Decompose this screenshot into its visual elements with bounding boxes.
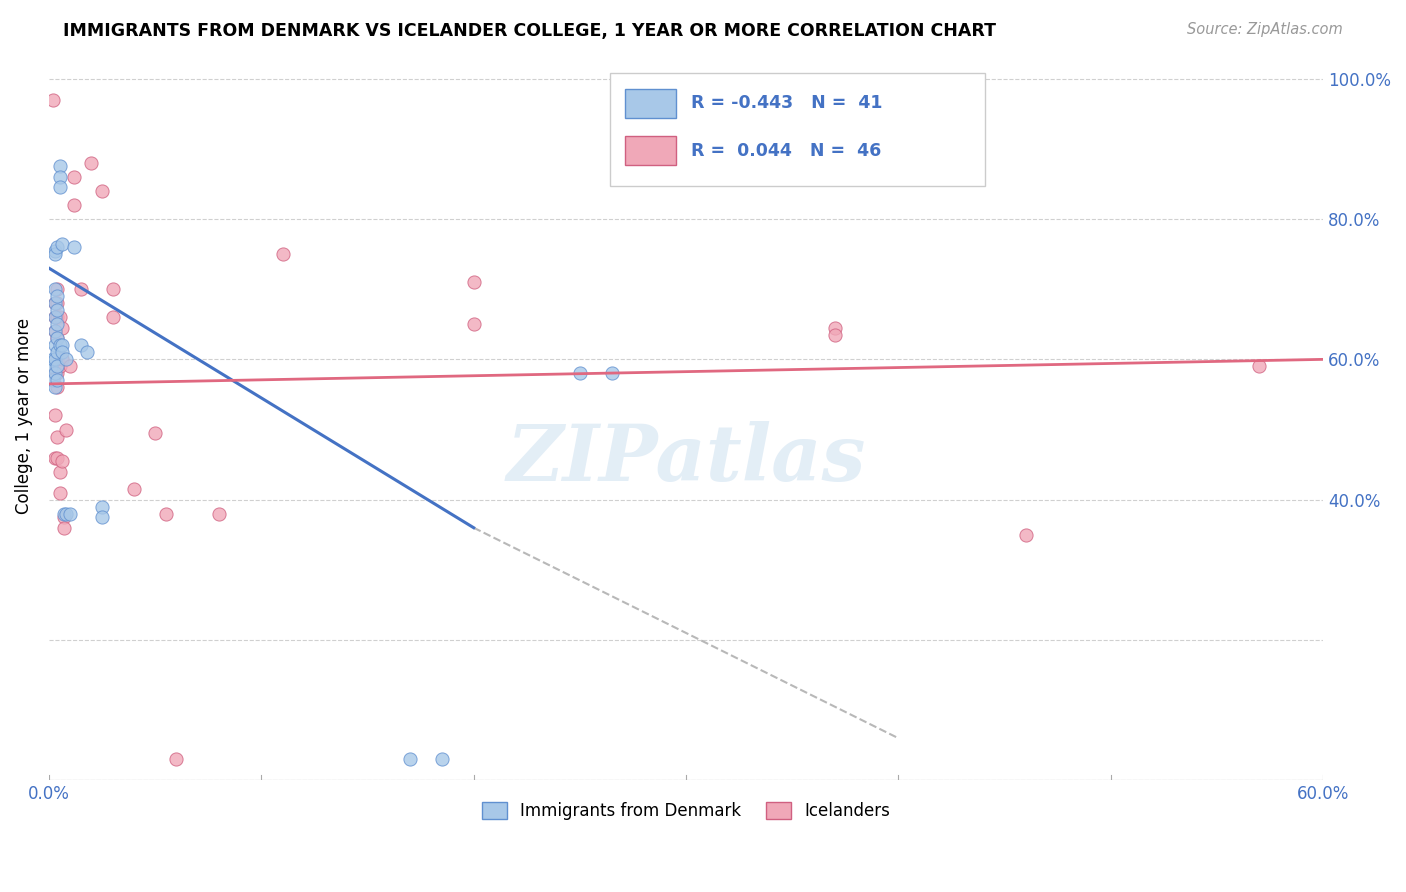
Point xyxy=(122,482,145,496)
Point xyxy=(76,345,98,359)
Point xyxy=(42,93,65,107)
Point xyxy=(44,450,66,465)
Point xyxy=(51,352,73,367)
Point xyxy=(600,367,623,381)
Point xyxy=(44,296,66,310)
Point xyxy=(69,338,91,352)
Point xyxy=(48,310,70,325)
Point xyxy=(44,247,66,261)
Point xyxy=(91,510,114,524)
Point xyxy=(91,500,114,514)
Point xyxy=(42,373,65,387)
Point xyxy=(48,485,70,500)
Point xyxy=(44,409,66,423)
Point xyxy=(48,338,70,352)
Point xyxy=(55,423,77,437)
Point xyxy=(143,425,166,440)
Point xyxy=(46,303,69,318)
Text: R = -0.443   N =  41: R = -0.443 N = 41 xyxy=(692,95,883,112)
Point xyxy=(69,282,91,296)
Point xyxy=(46,352,69,367)
Point xyxy=(46,296,69,310)
Point xyxy=(44,338,66,352)
Point xyxy=(46,380,69,394)
Point xyxy=(51,338,73,352)
Point xyxy=(42,352,65,367)
Point xyxy=(59,507,82,521)
Point xyxy=(44,367,66,381)
Point xyxy=(44,310,66,325)
Point xyxy=(39,359,62,374)
Point xyxy=(46,318,69,332)
Point xyxy=(46,450,69,465)
Point xyxy=(399,752,422,766)
Point xyxy=(824,327,846,342)
Point xyxy=(46,429,69,443)
Point xyxy=(59,359,82,374)
Point xyxy=(52,510,75,524)
Point xyxy=(568,367,591,381)
Point xyxy=(46,345,69,359)
Point xyxy=(463,318,485,332)
Point xyxy=(271,247,294,261)
Point xyxy=(824,320,846,334)
FancyBboxPatch shape xyxy=(624,88,676,118)
Point xyxy=(44,244,66,258)
Point xyxy=(80,156,103,170)
Point xyxy=(101,282,124,296)
Point xyxy=(46,240,69,254)
Text: ZIPatlas: ZIPatlas xyxy=(506,421,866,498)
Point xyxy=(165,752,187,766)
Point xyxy=(46,331,69,345)
Point xyxy=(44,324,66,338)
Point xyxy=(44,380,66,394)
Point xyxy=(44,367,66,381)
Point xyxy=(44,352,66,367)
Point xyxy=(48,465,70,479)
Point xyxy=(44,324,66,338)
Point xyxy=(46,282,69,296)
Point xyxy=(44,296,66,310)
Point xyxy=(48,359,70,374)
Point xyxy=(63,198,86,212)
Text: R =  0.044   N =  46: R = 0.044 N = 46 xyxy=(692,142,882,160)
Point xyxy=(463,275,485,289)
Legend: Immigrants from Denmark, Icelanders: Immigrants from Denmark, Icelanders xyxy=(475,795,897,827)
Point xyxy=(52,521,75,535)
Point xyxy=(46,359,69,374)
Point xyxy=(48,160,70,174)
Point xyxy=(46,367,69,381)
Point xyxy=(51,236,73,251)
Point xyxy=(46,373,69,387)
Point xyxy=(55,352,77,367)
Point xyxy=(91,184,114,198)
Point xyxy=(51,454,73,468)
Point xyxy=(44,310,66,325)
Point xyxy=(51,345,73,359)
Point xyxy=(1015,528,1038,542)
FancyBboxPatch shape xyxy=(610,72,986,186)
Point xyxy=(46,289,69,303)
Point xyxy=(63,169,86,184)
Point xyxy=(46,331,69,345)
Point xyxy=(52,507,75,521)
Text: Source: ZipAtlas.com: Source: ZipAtlas.com xyxy=(1187,22,1343,37)
FancyBboxPatch shape xyxy=(624,136,676,165)
Point xyxy=(101,310,124,325)
Text: IMMIGRANTS FROM DENMARK VS ICELANDER COLLEGE, 1 YEAR OR MORE CORRELATION CHART: IMMIGRANTS FROM DENMARK VS ICELANDER COL… xyxy=(63,22,997,40)
Point xyxy=(51,320,73,334)
Point xyxy=(46,310,69,325)
Point xyxy=(48,180,70,194)
Y-axis label: College, 1 year or more: College, 1 year or more xyxy=(15,318,32,514)
Point xyxy=(430,752,453,766)
Point xyxy=(155,507,177,521)
Point xyxy=(63,240,86,254)
Point xyxy=(55,507,77,521)
Point xyxy=(48,169,70,184)
Point xyxy=(44,282,66,296)
Point xyxy=(1249,359,1271,374)
Point xyxy=(208,507,231,521)
